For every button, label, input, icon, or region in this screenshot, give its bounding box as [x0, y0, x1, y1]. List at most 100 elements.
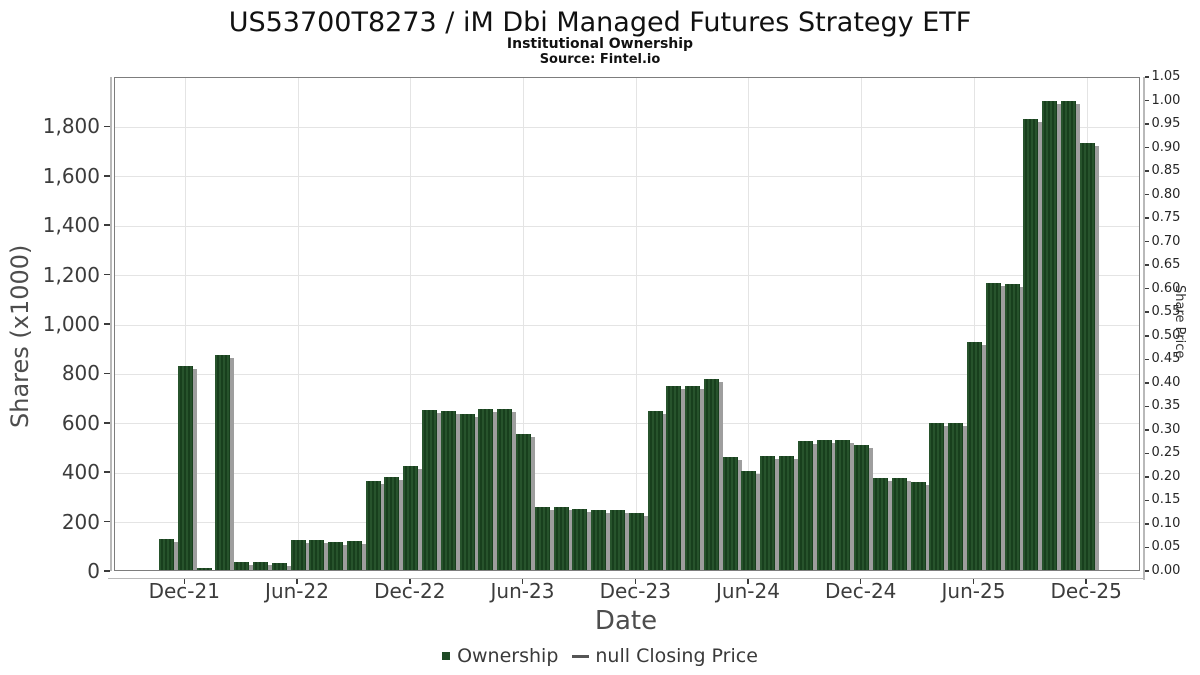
bottom-axis-spine	[108, 577, 1145, 579]
x-axis-tick	[859, 579, 862, 584]
right-tick-label: 0.05	[1151, 539, 1181, 555]
ownership-bar[interactable]	[703, 379, 719, 570]
right-axis-tick	[1144, 99, 1149, 102]
h-gridline	[114, 225, 1139, 227]
ownership-bar[interactable]	[271, 563, 287, 570]
ownership-bar[interactable]	[816, 439, 832, 570]
ownership-bar[interactable]	[159, 538, 174, 570]
right-axis-tick	[1144, 146, 1149, 149]
right-tick-label: 0.30	[1151, 421, 1181, 437]
ownership-bar[interactable]	[797, 441, 813, 570]
ownership-bar[interactable]	[478, 408, 494, 570]
chart-subtitle: Institutional Ownership	[506, 36, 694, 52]
x-tick-label: Jun-22	[265, 579, 329, 603]
ownership-bar[interactable]	[234, 562, 250, 570]
h-gridline	[114, 176, 1139, 178]
ownership-bar[interactable]	[628, 512, 644, 570]
h-gridline	[114, 472, 1139, 474]
h-gridline	[114, 126, 1139, 128]
ownership-bar[interactable]	[1023, 118, 1039, 570]
x-axis-tick	[296, 579, 298, 584]
right-axis-tick	[1144, 405, 1149, 408]
ownership-bar[interactable]	[666, 385, 682, 570]
ownership-bar[interactable]	[741, 470, 757, 570]
x-tick-label: Dec-24	[825, 579, 897, 603]
ownership-bar[interactable]	[685, 385, 701, 570]
y-axis-tick	[104, 471, 110, 473]
ownership-bar[interactable]	[177, 365, 193, 570]
ownership-bar[interactable]	[948, 422, 964, 570]
y-tick-label: 0	[87, 559, 100, 583]
ownership-bar[interactable]	[346, 541, 362, 570]
ownership-bar[interactable]	[422, 410, 438, 570]
ownership-bar[interactable]	[835, 439, 851, 570]
x-axis-tick	[183, 579, 186, 584]
ownership-bar[interactable]	[760, 455, 776, 570]
h-gridline	[114, 522, 1139, 524]
ownership-bar[interactable]	[873, 478, 889, 570]
ownership-bar[interactable]	[440, 411, 456, 570]
right-axis-tick	[1144, 570, 1149, 572]
ownership-legend-label: Ownership	[457, 645, 559, 667]
ownership-bar[interactable]	[196, 568, 212, 570]
y-tick-label: 1,800	[42, 114, 100, 139]
right-axis-tick	[1144, 217, 1149, 219]
ownership-bar[interactable]	[252, 562, 268, 570]
ownership-bar[interactable]	[215, 354, 231, 570]
v-gridline	[973, 78, 975, 570]
ownership-bar[interactable]	[365, 480, 381, 570]
x-tick-label: Jun-25	[941, 579, 1006, 603]
right-axis-tick	[1144, 382, 1149, 384]
ownership-bar[interactable]	[309, 539, 325, 570]
right-tick-label: 0.15	[1151, 492, 1181, 508]
right-tick-label: 0.40	[1151, 374, 1181, 390]
v-gridline	[523, 78, 524, 570]
y-tick-label: 1,200	[42, 262, 100, 287]
ownership-bar[interactable]	[779, 455, 795, 570]
ownership-bar[interactable]	[516, 433, 531, 570]
ownership-bar[interactable]	[1004, 284, 1020, 570]
right-tick-label: 0.80	[1151, 186, 1181, 202]
right-axis-tick	[1144, 193, 1149, 196]
ownership-bar[interactable]	[1042, 101, 1058, 570]
ownership-bar[interactable]	[722, 457, 738, 570]
ownership-bar[interactable]	[854, 444, 870, 570]
x-axis-title-date: Date	[594, 606, 658, 636]
v-gridline	[635, 78, 637, 570]
right-axis-tick	[1144, 429, 1149, 431]
right-tick-label: 0.90	[1151, 139, 1181, 155]
ownership-bar[interactable]	[1079, 143, 1095, 570]
right-axis-spine	[1143, 77, 1145, 580]
ownership-bar[interactable]	[966, 342, 982, 570]
ownership-bar[interactable]	[553, 506, 569, 570]
right-axis-tick	[1144, 335, 1149, 337]
right-axis-tick	[1144, 311, 1149, 313]
right-tick-label: 0.50	[1151, 327, 1181, 343]
ownership-bar[interactable]	[591, 510, 607, 570]
ownership-bar[interactable]	[572, 509, 588, 570]
ownership-bar[interactable]	[290, 539, 306, 570]
ownership-bar[interactable]	[403, 465, 419, 570]
ownership-bar[interactable]	[891, 478, 907, 570]
ownership-bar[interactable]	[1060, 101, 1076, 570]
ownership-bar[interactable]	[609, 510, 625, 570]
ownership-bar[interactable]	[384, 476, 400, 570]
y-tick-label: 600	[61, 410, 100, 435]
left-axis-spine	[110, 77, 112, 571]
ownership-bar[interactable]	[328, 542, 344, 570]
ownership-bar[interactable]	[910, 481, 926, 570]
ownership-bar[interactable]	[647, 411, 663, 570]
y-tick-label: 200	[61, 509, 100, 534]
ownership-bar[interactable]	[534, 506, 550, 570]
right-axis-tick	[1144, 476, 1149, 478]
right-tick-label: 0.75	[1151, 210, 1181, 226]
ownership-bar[interactable]	[497, 408, 513, 570]
right-tick-label: 0.95	[1151, 116, 1181, 132]
x-tick-label: Jun-23	[490, 579, 555, 603]
x-axis-tick	[972, 579, 975, 584]
ownership-bar[interactable]	[985, 283, 1001, 570]
y-axis-tick	[104, 422, 110, 424]
ownership-bar[interactable]	[459, 413, 475, 570]
ownership-bar[interactable]	[929, 422, 945, 570]
